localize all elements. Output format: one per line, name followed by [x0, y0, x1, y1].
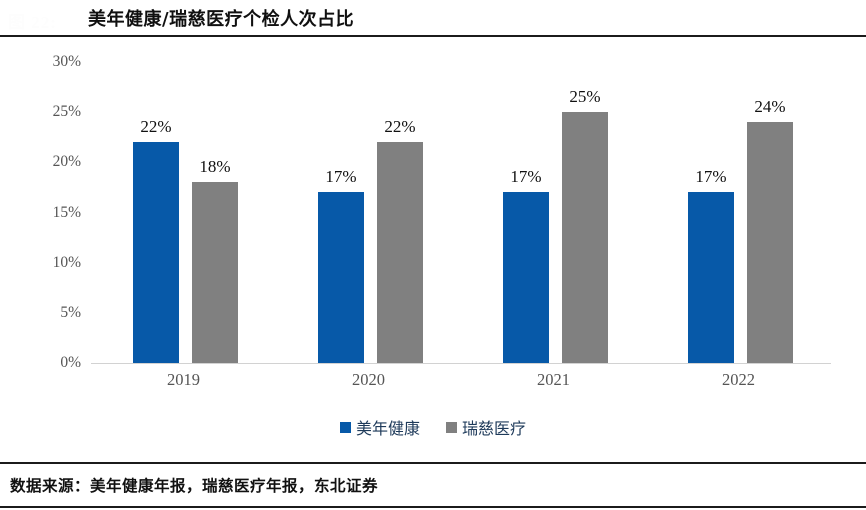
- bar-value-label: 17%: [325, 167, 357, 187]
- bar-group: 22% 18%: [91, 62, 276, 363]
- chart-container: 30% 25% 20% 15% 10% 5% 0% 22% 18% 17% 22% 17…: [0, 40, 866, 455]
- bar-2021-美年健康[interactable]: 17%: [503, 167, 549, 363]
- footer-bottom-divider: [0, 506, 866, 508]
- footer-top-divider: [0, 462, 866, 464]
- y-axis-tick-5: 5%: [60, 303, 81, 321]
- bar-group: 17% 22%: [276, 62, 461, 363]
- x-axis-label-2019: 2019: [167, 370, 200, 389]
- bar-value-label: 17%: [695, 167, 727, 187]
- x-axis-label-2020: 2020: [352, 370, 385, 389]
- x-axis-labels: 2019 2020 2021 2022: [91, 370, 831, 390]
- bar-2022-瑞慈医疗[interactable]: 24%: [747, 97, 793, 363]
- y-axis-tick-3: 15%: [52, 203, 81, 221]
- legend-label: 瑞慈医疗: [462, 419, 527, 438]
- figure-header: 图 22: 美年健康/瑞慈医疗个检人次占比: [0, 0, 866, 37]
- legend-item-美年健康[interactable]: 美年健康: [339, 415, 420, 439]
- y-axis-tick-4: 10%: [52, 253, 81, 271]
- bar-value-label: 18%: [199, 157, 231, 177]
- bar-2022-美年健康[interactable]: 17%: [688, 167, 734, 363]
- x-axis-label-2022: 2022: [722, 370, 755, 389]
- bar-2020-美年健康[interactable]: 17%: [318, 167, 364, 363]
- bar-value-label: 17%: [510, 167, 542, 187]
- plot-area: 30% 25% 20% 15% 10% 5% 0% 22% 18% 17% 22% 17…: [53, 53, 831, 371]
- page-title: 美年健康/瑞慈医疗个检人次占比: [88, 9, 355, 30]
- chart-legend: 美年健康 瑞慈医疗: [0, 415, 866, 439]
- header-divider: [0, 35, 866, 37]
- bar-value-label: 25%: [569, 87, 601, 107]
- legend-item-瑞慈医疗[interactable]: 瑞慈医疗: [446, 415, 526, 439]
- y-axis-tick-2: 20%: [52, 153, 81, 171]
- y-axis-tick-1: 25%: [52, 103, 81, 121]
- bar-2019-瑞慈医疗[interactable]: 18%: [192, 157, 238, 363]
- source-note: 数据来源：美年健康年报，瑞慈医疗年报，东北证券: [10, 476, 379, 495]
- bar-group: 17% 24%: [646, 62, 831, 363]
- legend-label: 美年健康: [355, 419, 420, 438]
- bar-2021-瑞慈医疗[interactable]: 25%: [562, 87, 608, 363]
- bar-2019-美年健康[interactable]: 22%: [133, 117, 179, 363]
- figure-number: 图 22:: [8, 13, 57, 32]
- legend-swatch-icon: [446, 421, 457, 433]
- bar-2020-瑞慈医疗[interactable]: 22%: [377, 117, 423, 363]
- y-axis-tick-0: 30%: [52, 53, 81, 70]
- bar-groups: 22% 18% 17% 22% 17% 25% 17% 24%: [91, 62, 831, 363]
- bar-value-label: 22%: [140, 117, 172, 137]
- x-axis-line: [91, 363, 831, 364]
- bar-value-label: 24%: [754, 97, 786, 117]
- bar-group: 17% 25%: [461, 62, 646, 363]
- bar-value-label: 22%: [384, 117, 416, 137]
- y-axis-tick-6: 0%: [60, 354, 81, 371]
- legend-swatch-icon: [339, 421, 351, 433]
- x-axis-label-2021: 2021: [537, 370, 570, 389]
